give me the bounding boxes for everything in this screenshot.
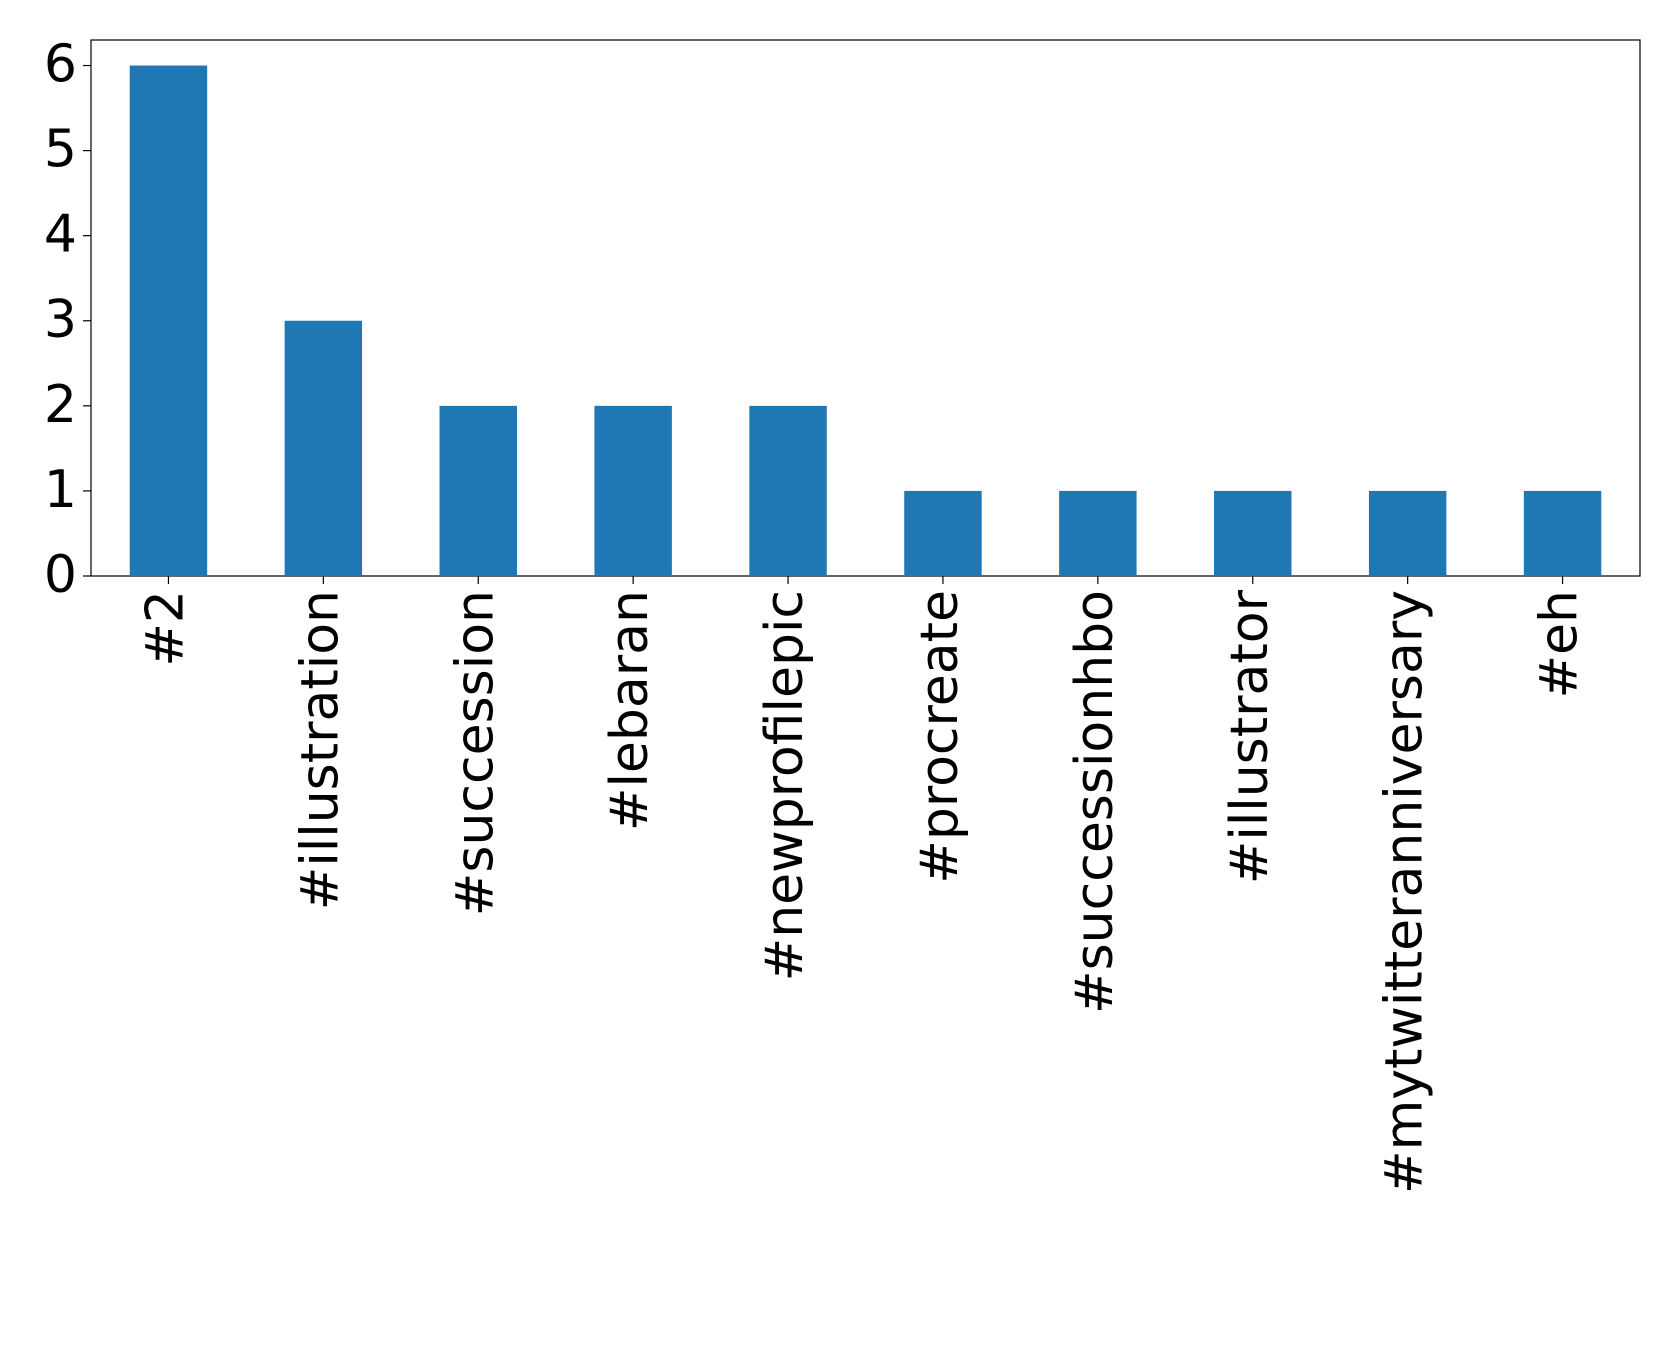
bar (129, 65, 208, 577)
y-tick-label: 5 (44, 120, 77, 180)
bar (1523, 490, 1602, 576)
x-tick-label: #newprofilepic (755, 590, 815, 981)
y-tick-label: 2 (44, 375, 77, 435)
bar (1368, 490, 1447, 576)
x-tick-label: #lebaran (600, 590, 660, 831)
bar (284, 320, 363, 576)
x-tick-label: #procreate (910, 590, 970, 884)
y-tick-label: 0 (44, 545, 77, 605)
y-tick-label: 6 (44, 35, 77, 95)
bar (1059, 490, 1137, 576)
x-tick-label: #succession (445, 590, 505, 916)
x-tick-label: #2 (135, 590, 195, 667)
bar (749, 405, 827, 576)
bar (439, 405, 517, 576)
bar (1214, 490, 1292, 576)
x-tick-label: #successionhbo (1065, 590, 1125, 1014)
y-tick-label: 4 (44, 205, 77, 265)
y-tick-label: 3 (44, 290, 77, 350)
x-tick-label: #illustrator (1220, 589, 1280, 884)
x-tick-label: #eh (1530, 590, 1590, 699)
bar (904, 490, 982, 576)
bar (594, 405, 672, 576)
plot-frame (90, 39, 1641, 577)
x-tick-label: #mytwitteranniversary (1375, 590, 1435, 1194)
y-tick-label: 1 (44, 460, 77, 520)
x-tick-label: #illustration (290, 590, 350, 910)
